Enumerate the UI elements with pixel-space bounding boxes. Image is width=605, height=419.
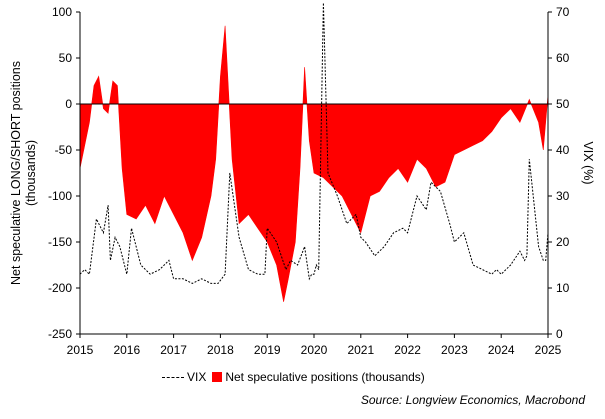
tick-labels: 100500-50-100-150-200-250706050403020100…: [48, 5, 570, 357]
vix-line-layer: [79, 2, 549, 284]
right-axis-title: VIX (%): [581, 141, 595, 184]
x-tick-label: 2017: [160, 343, 187, 357]
right-tick-label: 0: [556, 327, 563, 341]
left-axis-title-line: (thousands): [24, 140, 38, 206]
right-tick-label: 20: [556, 235, 570, 249]
right-tick-label: 70: [556, 5, 570, 19]
right-tick-label: 10: [556, 281, 570, 295]
right-tick-label: 50: [556, 97, 570, 111]
left-tick-label: -50: [55, 143, 73, 157]
right-tick-label: 30: [556, 189, 570, 203]
left-tick-label: 50: [59, 51, 73, 65]
axes: [76, 11, 552, 338]
x-tick-label: 2023: [441, 343, 468, 357]
left-tick-label: -100: [48, 189, 72, 203]
source-note: Source: Longview Economics, Macrobond: [360, 393, 585, 407]
legend-label-net-positions: Net speculative positions (thousands): [225, 370, 425, 384]
x-tick-label: 2024: [488, 343, 515, 357]
vix-line: [79, 2, 549, 284]
left-tick-label: -200: [48, 281, 72, 295]
left-tick-label: 100: [52, 5, 72, 19]
net-positions-area: [79, 25, 549, 302]
net-positions-area-layer: [79, 25, 549, 302]
x-tick-label: 2018: [207, 343, 234, 357]
x-tick-label: 2019: [254, 343, 281, 357]
left-axis-title-line: Net speculative LONG/SHORT positions: [9, 61, 23, 285]
x-tick-label: 2016: [113, 343, 140, 357]
x-tick-label: 2015: [67, 343, 94, 357]
legend-label-vix: VIX: [187, 370, 207, 384]
right-tick-label: 40: [556, 143, 570, 157]
right-tick-label: 60: [556, 51, 570, 65]
x-tick-label: 2022: [394, 343, 421, 357]
x-tick-label: 2025: [535, 343, 562, 357]
left-axis-title: Net speculative LONG/SHORT positions(tho…: [9, 61, 38, 285]
legend: VIX Net speculative positions (thousands…: [162, 369, 431, 385]
x-tick-label: 2021: [347, 343, 374, 357]
legend-item-net-positions: Net speculative positions (thousands): [212, 370, 425, 384]
legend-dash-swatch: [162, 376, 184, 378]
x-tick-label: 2020: [301, 343, 328, 357]
left-tick-label: -250: [48, 327, 72, 341]
legend-red-swatch: [212, 372, 223, 382]
left-tick-label: 0: [65, 97, 72, 111]
legend-item-vix: VIX: [162, 370, 206, 384]
left-tick-label: -150: [48, 235, 72, 249]
axis-labels: Net speculative LONG/SHORT positions(tho…: [9, 61, 595, 285]
